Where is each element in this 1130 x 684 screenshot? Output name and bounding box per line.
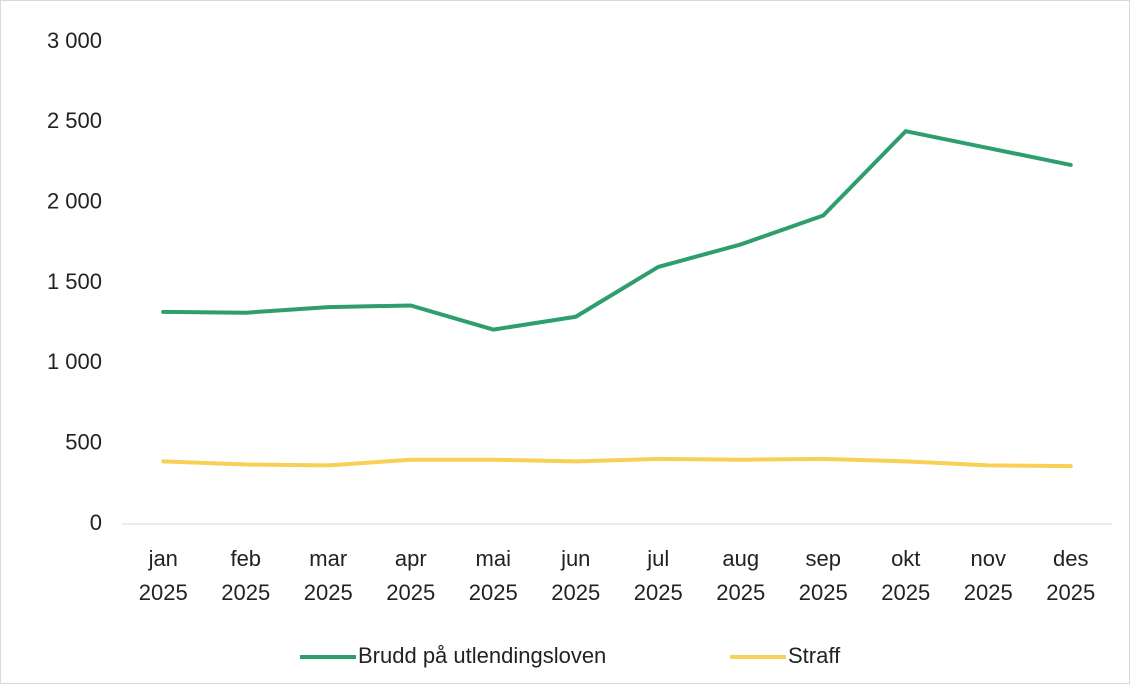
y-tick-label: 1 500 [47, 269, 102, 294]
legend-label: Straff [788, 643, 841, 668]
x-tick-label: feb 2025 [221, 546, 270, 605]
x-tick-label: des 2025 [1046, 546, 1095, 605]
y-tick-label: 3 000 [47, 28, 102, 53]
x-tick-label: jun 2025 [551, 546, 600, 605]
y-tick-label: 1 000 [47, 349, 102, 374]
y-tick-label: 0 [90, 510, 102, 535]
x-tick-label: nov 2025 [964, 546, 1013, 605]
x-tick-label: aug 2025 [716, 546, 765, 605]
data-line [161, 129, 1073, 332]
y-tick-label: 2 000 [47, 188, 102, 213]
x-tick-label: mar 2025 [304, 546, 353, 605]
x-tick-label: okt 2025 [881, 546, 930, 605]
data-line [161, 456, 1073, 469]
legend-label: Brudd på utlendingsloven [358, 643, 606, 668]
y-tick-label: 2 500 [47, 108, 102, 133]
x-tick-label: jan 2025 [139, 546, 188, 605]
x-tick-label: jul 2025 [634, 546, 683, 605]
x-tick-label: apr 2025 [386, 546, 435, 605]
x-tick-label: sep 2025 [799, 546, 848, 605]
y-tick-label: 500 [65, 429, 102, 454]
x-tick-label: mai 2025 [469, 546, 518, 605]
